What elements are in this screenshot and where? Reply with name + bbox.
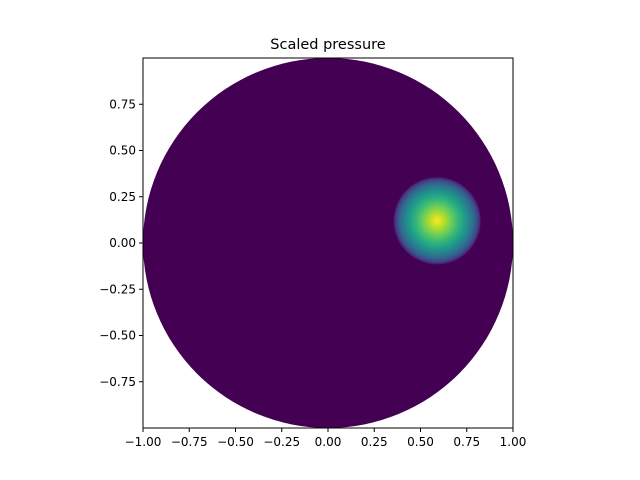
x-tick-label: 0.00 <box>315 435 342 449</box>
y-tick-label: −0.25 <box>99 282 136 296</box>
y-tick-label: 0.25 <box>109 190 136 204</box>
y-tick-label: −0.75 <box>99 375 136 389</box>
chart-title: Scaled pressure <box>270 37 386 53</box>
y-tick-label: 0.50 <box>109 144 136 158</box>
y-tick-label: −0.50 <box>99 329 136 343</box>
y-axis: 0.75 0.50 0.25 0.00 −0.25 −0.50 −0.75 <box>99 97 143 389</box>
x-tick-label: −0.25 <box>263 435 300 449</box>
x-tick-label: −0.50 <box>217 435 254 449</box>
x-tick-label: −1.00 <box>125 435 162 449</box>
pressure-domain-disc <box>143 58 513 428</box>
x-tick-label: −0.75 <box>171 435 208 449</box>
pressure-peak <box>393 176 482 265</box>
x-axis: −1.00 −0.75 −0.50 −0.25 0.00 0.25 0.50 0.75 1.00 <box>125 428 527 449</box>
y-tick-label: 0.00 <box>109 236 136 250</box>
x-tick-label: 0.50 <box>407 435 434 449</box>
x-tick-label: 0.25 <box>361 435 388 449</box>
x-tick-label: 0.75 <box>453 435 480 449</box>
y-tick-label: 0.75 <box>109 97 136 111</box>
plot-area <box>142 57 514 429</box>
x-tick-label: 1.00 <box>500 435 527 449</box>
